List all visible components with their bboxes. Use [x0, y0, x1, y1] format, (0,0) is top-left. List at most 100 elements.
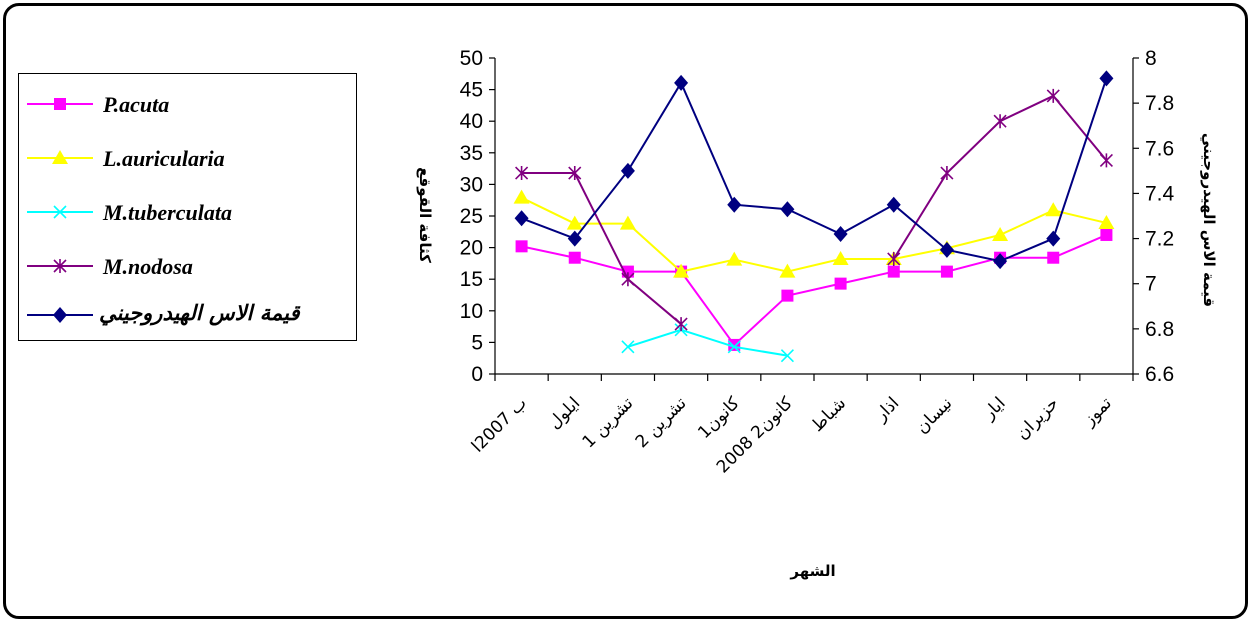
legend-label: قيمة الاس الهيدروجيني: [99, 301, 300, 325]
y-tick-label: 30: [460, 173, 483, 196]
legend-item: M.tuberculata: [19, 194, 356, 234]
data-point: [781, 289, 794, 302]
y-tick-label: 40: [460, 110, 483, 133]
data-point: [513, 189, 530, 204]
x-tick-label: شباط: [807, 393, 850, 436]
data-point: [993, 114, 1007, 129]
y-tick-label: 50: [460, 47, 483, 70]
data-point: [833, 226, 848, 243]
data-point: [514, 210, 529, 227]
data-point: [621, 272, 635, 287]
x-tick-label: تشرين 1: [579, 393, 638, 452]
data-point: [779, 263, 796, 278]
data-point: [567, 230, 582, 247]
data-point: [1098, 214, 1115, 229]
data-point: [940, 166, 954, 181]
data-point: [1099, 153, 1113, 168]
y2-tick-label: 6.6: [1145, 363, 1174, 386]
legend-swatch-marker: [53, 259, 67, 273]
series-line: [521, 172, 682, 325]
data-point: [1046, 230, 1061, 247]
data-point: [515, 166, 529, 181]
data-point: [887, 265, 900, 278]
data-point: [940, 265, 953, 278]
data-point: [674, 317, 688, 332]
data-point: [1047, 251, 1060, 264]
data-point: [939, 241, 954, 258]
data-point: [1099, 70, 1114, 87]
series-ph: [514, 70, 1114, 270]
legend-item: P.acuta: [19, 86, 356, 126]
x-tick-label: ايلول: [545, 393, 585, 433]
y2-tick-label: 7: [1145, 273, 1157, 296]
series-line: [521, 234, 1107, 347]
y-axis-title: كثافة القوقع: [416, 167, 434, 263]
x-tick-label: نيسان: [912, 393, 956, 437]
x-tick-label: تشرين 2: [632, 393, 691, 452]
x-axis-title: الشهر: [789, 562, 835, 580]
legend-label: M.tuberculata: [103, 200, 232, 225]
legend-swatch-marker: [53, 307, 67, 323]
series-line: [521, 196, 1107, 273]
series-m-tuberculata: [621, 323, 794, 363]
data-point: [727, 196, 742, 213]
legend-swatch-marker: [54, 98, 66, 110]
data-point: [726, 251, 743, 266]
series-layer: [513, 70, 1115, 363]
legend-label: M.nodosa: [103, 254, 193, 279]
data-point: [992, 226, 1009, 241]
legend-label: L.auricularia: [103, 146, 225, 171]
x-tick-label: ايار: [979, 393, 1010, 424]
data-point: [1046, 88, 1060, 103]
data-point: [780, 349, 794, 363]
y2-tick-label: 7.4: [1145, 182, 1175, 205]
chart-frame: [3, 3, 1248, 619]
data-point: [727, 340, 741, 354]
legend-swatch: [27, 98, 93, 110]
data-point: [620, 162, 635, 179]
data-point: [834, 277, 847, 290]
legend: P.acuta L.auricularia M.tuberculata M.nodos…: [18, 73, 357, 341]
y-tick-label: 20: [460, 237, 483, 260]
data-point: [619, 215, 636, 230]
y2-tick-label: 7.6: [1145, 137, 1174, 160]
legend-item: L.auricularia: [19, 140, 356, 180]
data-point: [674, 74, 689, 91]
data-point: [515, 240, 528, 253]
data-point: [1100, 228, 1113, 241]
legend-swatch-marker: [52, 150, 68, 164]
x-tick-label: ب 2007ا: [468, 393, 531, 456]
y-tick-label: 45: [460, 79, 483, 102]
y-tick-label: 25: [460, 205, 483, 228]
data-point: [993, 253, 1008, 270]
data-point: [887, 251, 901, 266]
y2-tick-label: 7.8: [1145, 92, 1174, 115]
legend-item: قيمة الاس الهيدروجيني: [19, 297, 356, 337]
legend-label: P.acuta: [103, 92, 170, 117]
y-tick-label: 35: [460, 142, 483, 165]
data-point: [886, 196, 901, 213]
y-tick-label: 10: [460, 300, 483, 323]
x-tick-label: تموز: [1079, 393, 1116, 430]
legend-swatch-marker: [53, 205, 67, 219]
y-tick-label: 15: [460, 268, 483, 291]
y2-tick-label: 6.8: [1145, 318, 1174, 341]
y-tick-label: 0: [471, 363, 483, 386]
series-m-nodosa: [515, 88, 1113, 332]
legend-swatch: [27, 150, 93, 164]
data-point: [780, 201, 795, 218]
x-tick-label: كانون1: [694, 393, 744, 443]
y2-tick-label: 7.2: [1145, 228, 1174, 251]
legend-swatch: [27, 205, 93, 219]
y-tick-label: 5: [471, 331, 483, 354]
y2-tick-label: 8: [1145, 47, 1157, 70]
data-point: [832, 250, 849, 265]
series-p-acuta: [515, 228, 1113, 351]
series-line: [627, 328, 788, 357]
data-point: [566, 215, 583, 230]
data-point: [673, 263, 690, 278]
y2-axis-title: قيمة الاس الهيدروجيني: [1200, 133, 1218, 307]
data-point: [568, 251, 581, 264]
x-tick-label: اذار: [871, 393, 904, 426]
